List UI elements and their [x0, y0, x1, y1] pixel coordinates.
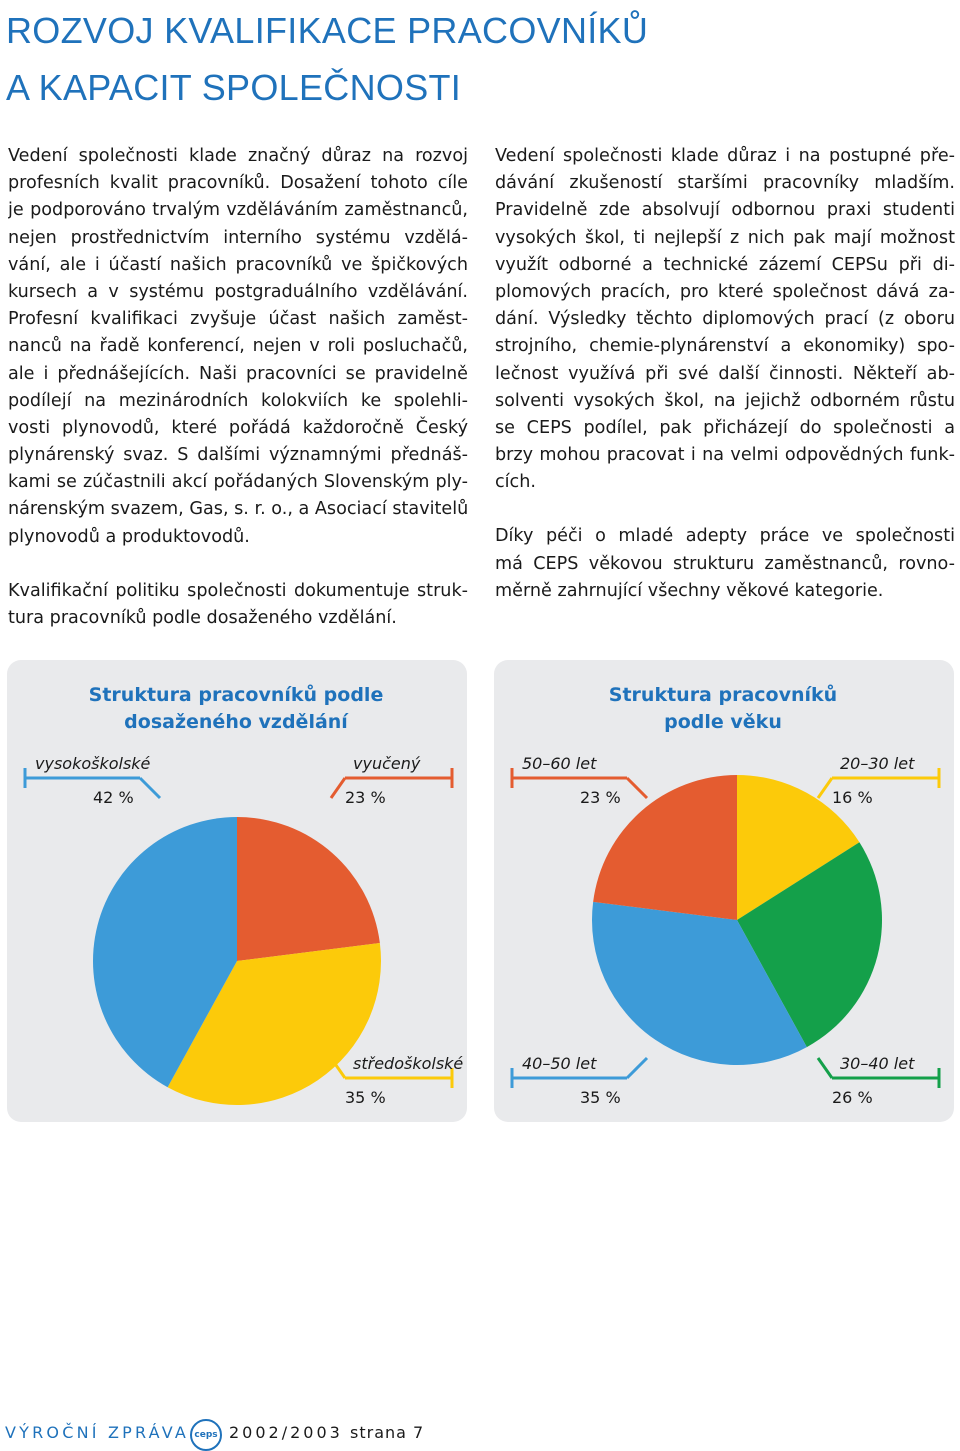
slice-value: 23 %: [345, 788, 386, 807]
chart-title: podle věku: [664, 711, 782, 733]
text-line: tura pracovníků podle dosaženého vzdělán…: [8, 608, 397, 628]
title-line: A KAPACIT SPOLEČNOSTI: [6, 67, 462, 108]
slice-value: 23 %: [580, 788, 621, 807]
slice-label: 20–30 let: [840, 754, 915, 773]
slice-label: vysokoškolské: [35, 754, 151, 773]
label-leader: [816, 1057, 834, 1079]
slice-value: 26 %: [832, 1088, 873, 1107]
text-line: se CEPS podílel, pak přicházejí do spole…: [495, 417, 955, 438]
slice-label: 50–60 let: [522, 754, 597, 773]
paragraph: Díky péči o mladé adepty práce ve společ…: [495, 523, 955, 605]
text-line: dání. Výsledky těchto diplomových prací …: [495, 309, 955, 330]
text-line: nejen prostřednictvím interního systému …: [8, 227, 468, 248]
text-line: vosti plynovodů, které pořádá každoročně…: [8, 417, 468, 438]
text-line: kami se zúčastnili akcí pořádaných Slove…: [8, 472, 468, 493]
label-leader: [625, 776, 649, 800]
pie-slice: [592, 901, 807, 1065]
text-line: Díky péči o mladé adepty práce ve společ…: [495, 526, 955, 547]
text-line: Pravidelně zde absolvují odbornou praxi …: [495, 200, 955, 221]
label-leader: [138, 776, 162, 800]
pie-slice: [167, 942, 381, 1105]
label-leader: [329, 777, 347, 799]
slice-label: středoškolské: [353, 1054, 463, 1073]
text-line: strojního, chemie-plynárenství a ekonomi…: [495, 336, 955, 357]
text-line: měrně zahrnující všechny věkové kategori…: [495, 580, 884, 601]
title-line: ROZVOJ KVALIFIKACE PRACOVNÍKŮ: [6, 10, 649, 51]
text-line: nanců na řadě konferencí, nejen v roli p…: [8, 336, 468, 357]
text-line: je podporováno trvalým vzděláváním zaměs…: [8, 200, 468, 221]
footer-logo: ceps: [190, 1419, 222, 1451]
right-column: Vedení společnosti klade důraz i na post…: [495, 143, 955, 632]
text-line: nárenským svazem, Gas, s. r. o., a Asoci…: [8, 499, 468, 520]
text-line: má CEPS věkovou strukturu zaměstnanců, r…: [495, 553, 955, 574]
text-line: ale i přednášejících. Naši pracovníci se…: [8, 363, 468, 384]
slice-value: 35 %: [345, 1088, 386, 1107]
label-leader: [625, 1056, 649, 1080]
label-leader: [329, 1057, 347, 1079]
text-line: lečnost využívá při své další činnosti. …: [495, 363, 955, 384]
text-line: profesních kvalit pracovníků. Dosažení t…: [8, 173, 468, 194]
text-line: kursech a v systému postgraduálního vzdě…: [8, 281, 468, 302]
text-line: plynárenský svaz. S dalšími významnými p…: [8, 445, 468, 466]
text-line: vysokých škol, ti nejlepší z nich pak ma…: [495, 227, 955, 248]
text-line: vání, ale i účastí našich pracovníků ve …: [8, 254, 468, 275]
text-line: Vedení společnosti klade důraz i na post…: [495, 146, 955, 166]
text-line: plomových pracích, pro které společnost …: [495, 281, 955, 302]
text-line: solventi vysokých škol, na jejichž odbor…: [495, 390, 955, 411]
text-line: cích.: [495, 472, 536, 493]
slice-label: 30–40 let: [840, 1054, 915, 1073]
pie-slice: [593, 775, 737, 920]
pie-slice: [737, 775, 860, 920]
pie-slice: [237, 817, 380, 961]
paragraph: Kvalifikační politiku společnosti dokume…: [8, 578, 468, 632]
text-line: dávání zkušeností staršími pracovníky ml…: [495, 173, 955, 194]
chart-title: dosaženého vzdělání: [124, 711, 349, 733]
slice-value: 16 %: [832, 788, 873, 807]
text-line: brzy mohou pracovat i na velmi odpovědný…: [495, 445, 955, 466]
chart-title: Struktura pracovníků podle: [89, 683, 384, 706]
footer-report: VÝROČNÍ ZPRÁVA: [5, 1423, 190, 1442]
text-line: Profesní kvalifikaci zvyšuje účast našic…: [8, 309, 468, 330]
paragraph: Vedení společnosti klade důraz i na post…: [495, 143, 955, 496]
text-line: podílejí na mezinárodních kolokviích ke …: [8, 390, 468, 411]
footer-page: strana 7: [350, 1423, 425, 1442]
slice-value: 35 %: [580, 1088, 621, 1107]
chart-title: Struktura pracovníků: [609, 683, 837, 706]
footer-year: 2002/2003: [229, 1423, 343, 1442]
text-line: plynovodů a produktovodů.: [8, 526, 250, 547]
slice-value: 42 %: [93, 788, 134, 807]
text-line: Kvalifikační politiku společnosti dokume…: [8, 580, 468, 601]
slice-label: 40–50 let: [522, 1054, 597, 1073]
slice-label: vyučený: [353, 754, 421, 773]
paragraph: Vedení společnosti klade značný důraz na…: [8, 143, 468, 551]
pie-slice: [93, 817, 237, 1088]
pie-slice: [737, 842, 882, 1048]
left-column: Vedení společnosti klade značný důraz na…: [8, 143, 468, 659]
text-line: využít odborné a technické zázemí CEPSu …: [495, 254, 955, 275]
text-line: Vedení společnosti klade značný důraz na…: [8, 146, 468, 166]
page-title: ROZVOJ KVALIFIKACE PRACOVNÍKŮ A KAPACIT …: [6, 2, 648, 116]
label-leader: [816, 777, 834, 799]
